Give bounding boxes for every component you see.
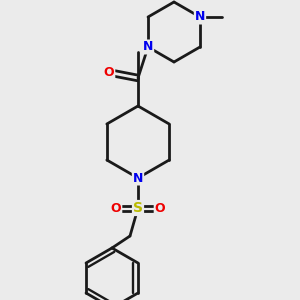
Text: O: O [155,202,165,214]
Text: N: N [133,172,143,184]
Text: O: O [111,202,121,214]
Text: N: N [143,40,153,53]
Text: S: S [133,201,143,215]
Text: N: N [195,11,205,23]
Text: O: O [104,67,114,80]
